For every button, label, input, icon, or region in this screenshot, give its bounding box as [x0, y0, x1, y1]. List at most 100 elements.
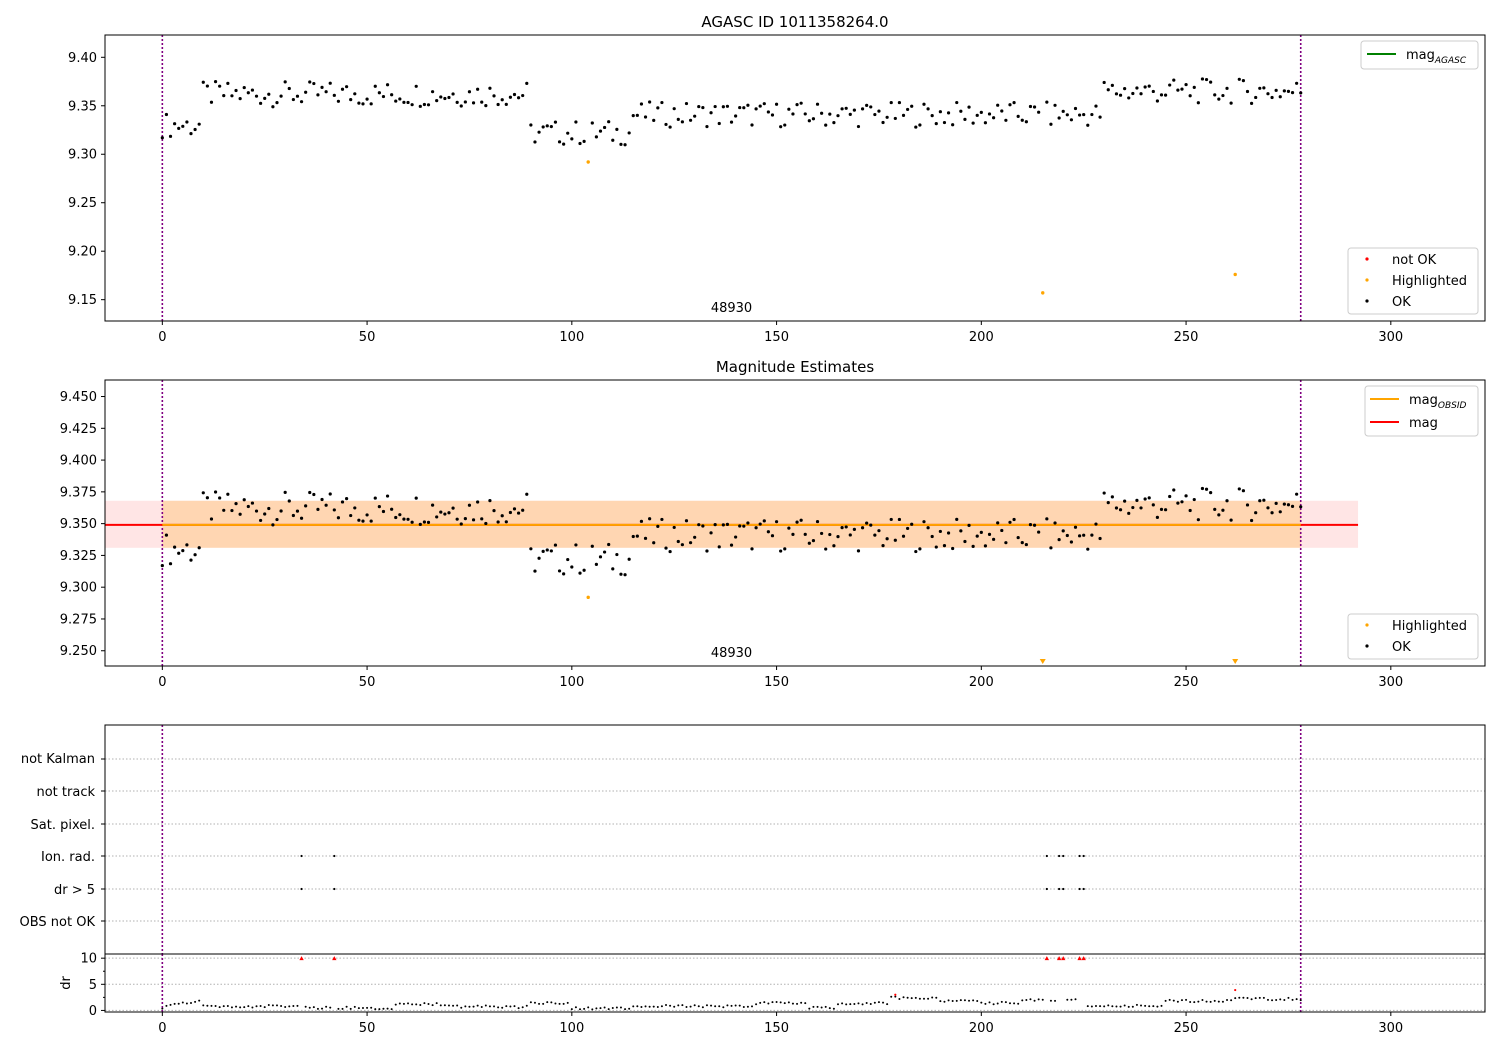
p2-ok-point: [406, 517, 410, 521]
p1-ok-point: [381, 94, 386, 99]
flag-label-ion-rad: Ion. rad.: [41, 850, 95, 865]
p2-ok-point: [987, 532, 992, 536]
p2-ok-point: [173, 545, 177, 549]
flag-point: [333, 887, 336, 891]
dr-point: [1226, 998, 1229, 1001]
p1-ok-point: [758, 104, 762, 108]
dr-point: [828, 1007, 831, 1010]
p1-ok-point: [860, 107, 865, 111]
dr-point: [1135, 1003, 1138, 1006]
p1-ok-point: [271, 105, 275, 109]
p1-ok-point: [578, 141, 582, 146]
p2-ok-point: [766, 530, 770, 534]
p1-ok-point: [930, 113, 934, 118]
dr-point: [1209, 1000, 1212, 1003]
p2-ok-point: [537, 556, 541, 560]
dr-point: [1185, 998, 1188, 1001]
p1-ok-point: [738, 105, 742, 110]
p1-ok-point: [295, 94, 300, 98]
xtick-label-2-3: 150: [764, 675, 789, 690]
dr-point: [1029, 998, 1032, 1001]
dr-point: [214, 1004, 217, 1007]
p2-ok-point: [480, 517, 484, 521]
dr-point: [775, 1000, 778, 1003]
panel2-obsid-label: 48930: [711, 646, 752, 661]
p1-ok-point: [373, 84, 377, 88]
dr-point: [243, 1006, 246, 1009]
panel2-frame: [104, 379, 1486, 667]
p2-ok-point: [1213, 507, 1217, 511]
p1-ok-point: [664, 122, 668, 127]
ytick-label-2-3: 9.325: [60, 549, 97, 564]
p2-ok-point: [746, 521, 750, 525]
p2-ok-point: [1180, 500, 1184, 504]
p2-ok-point: [570, 565, 574, 569]
p2-ok-point: [832, 544, 836, 548]
p1-ok-point: [242, 85, 246, 90]
p2-ok-point: [824, 547, 828, 551]
p2-ok-point: [181, 548, 185, 553]
p2-ok-point: [779, 549, 783, 553]
p2-ok-point: [1086, 547, 1090, 551]
dr-point: [374, 1008, 377, 1011]
p1-ok-point: [979, 110, 983, 115]
p2-ok-point: [1258, 499, 1262, 503]
dr-point: [701, 1006, 704, 1009]
p2-ok-point: [385, 494, 390, 498]
p2-ok-point: [226, 492, 230, 496]
p2-ok-point: [1024, 542, 1028, 547]
dr-point: [820, 1006, 823, 1009]
p1-ok-point: [574, 120, 578, 124]
p2-ok-point: [918, 547, 922, 551]
dr-point: [927, 997, 930, 1000]
p2-ok-point: [1135, 498, 1139, 502]
p1-ok-point: [181, 124, 185, 128]
p2-ok-point: [1045, 517, 1049, 521]
p2-ok-point: [390, 507, 394, 511]
p2-ok-point: [648, 517, 652, 521]
p1-ok-point: [402, 100, 406, 104]
p1-ok-point: [594, 135, 598, 139]
ytick-label-2-2: 9.300: [60, 581, 97, 596]
dr-point: [546, 1001, 549, 1004]
p1-ok-point: [770, 113, 775, 117]
dr-point: [312, 1006, 315, 1009]
dr-point: [493, 1005, 496, 1008]
p1-ok-point: [963, 117, 967, 122]
dr-point: [996, 1002, 999, 1005]
dr-point: [1033, 999, 1036, 1002]
p1-ok-point: [541, 125, 545, 129]
dr-point: [763, 1001, 766, 1004]
flag-label-dr: dr > 5: [54, 883, 95, 898]
dr-point: [1258, 996, 1261, 999]
dr-point: [1000, 1000, 1003, 1003]
p1-ok-point: [934, 122, 938, 126]
p1-ok-point: [791, 112, 795, 116]
p2-ok-point: [1196, 518, 1200, 522]
dr-point: [394, 1003, 397, 1006]
p1-ok-point: [1180, 87, 1184, 91]
p2-ok-point: [189, 558, 193, 562]
p1-ok-point: [1049, 122, 1053, 126]
p1-ok-point: [725, 104, 730, 108]
p1-ok-point: [1037, 110, 1041, 114]
dr-xtick-label-1: 50: [359, 1021, 376, 1036]
dr-point: [705, 1004, 708, 1007]
p1-ok-point: [316, 93, 320, 97]
p2-ok-point: [865, 521, 869, 525]
p1-ok-point: [504, 102, 508, 106]
p1-ok-point: [1106, 88, 1110, 92]
ytick-label-2-8: 9.450: [60, 390, 97, 405]
p2-ok-point: [525, 492, 529, 496]
p2-ok-point: [901, 534, 906, 538]
p2-ok-point: [893, 538, 897, 542]
dr-point: [1164, 999, 1167, 1002]
p2-ok-point: [435, 515, 439, 519]
p1-ok-point: [754, 107, 758, 111]
dr-point: [226, 1004, 229, 1007]
p2-ok-point: [549, 549, 553, 553]
p2-ok-point: [516, 511, 521, 515]
p1-ok-point: [914, 125, 918, 129]
p2-ok-point: [1221, 508, 1225, 512]
dr-point: [783, 1002, 786, 1005]
